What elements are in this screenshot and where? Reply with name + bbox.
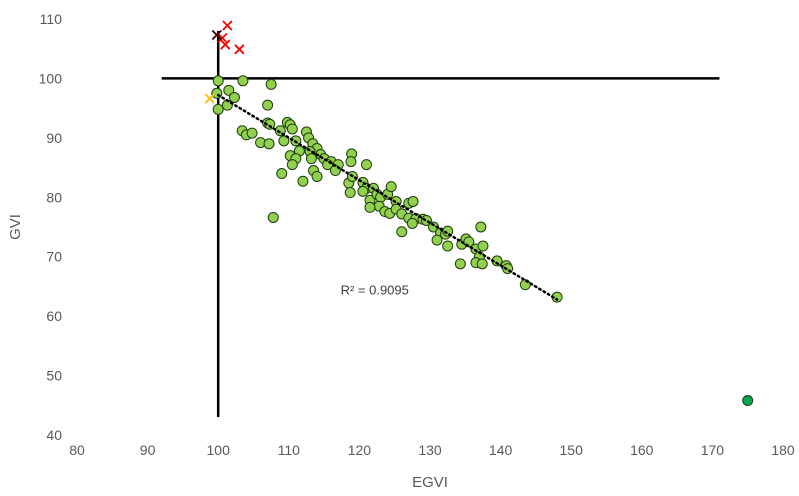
data-point xyxy=(265,78,277,90)
data-point xyxy=(407,195,419,207)
data-point xyxy=(286,159,298,171)
data-point xyxy=(212,103,224,115)
x-tick-label: 140 xyxy=(489,442,513,458)
x-tick-label: 130 xyxy=(418,442,442,458)
x-tick-label: 120 xyxy=(348,442,372,458)
x-marker-stroke xyxy=(217,32,228,44)
r-squared-label: R² = 0.9095 xyxy=(341,282,409,297)
reference-lines xyxy=(161,30,720,418)
y-tick-labels: 40 50 60 70 80 90 100 110 xyxy=(39,11,63,443)
trendline-group xyxy=(216,93,559,301)
data-point xyxy=(396,226,408,238)
data-point xyxy=(360,159,372,171)
data-point xyxy=(212,75,224,87)
data-point xyxy=(345,156,357,168)
trendline xyxy=(216,93,559,301)
data-point xyxy=(262,99,274,111)
y-tick-label: 100 xyxy=(39,70,63,86)
data-point xyxy=(357,185,369,197)
x-axis-title: EGVI xyxy=(412,474,448,491)
data-point xyxy=(286,123,298,135)
data-point xyxy=(297,175,309,187)
data-point-x-marker xyxy=(222,20,233,31)
x-tick-label: 170 xyxy=(701,442,725,458)
x-marker-stroke xyxy=(234,44,245,55)
data-point xyxy=(344,187,356,199)
y-tick-label: 70 xyxy=(46,249,62,265)
data-point xyxy=(267,211,279,223)
x-tick-label: 110 xyxy=(278,442,301,458)
data-point xyxy=(263,138,275,150)
x-tick-label: 100 xyxy=(207,442,231,458)
x-marker-stroke xyxy=(211,29,222,41)
data-point-x-marker xyxy=(234,44,245,55)
data-point-x-marker xyxy=(204,93,215,104)
x-marker-stroke xyxy=(204,93,215,104)
data-point xyxy=(431,234,443,246)
x-tick-label: 90 xyxy=(140,442,156,458)
data-point xyxy=(223,84,235,96)
data-point xyxy=(475,221,487,233)
data-point xyxy=(477,240,489,252)
data-point xyxy=(276,168,288,180)
y-tick-label: 110 xyxy=(40,11,63,27)
data-point xyxy=(246,127,258,139)
y-tick-label: 90 xyxy=(46,130,62,146)
x-marker-stroke xyxy=(220,39,231,50)
annotations: R² = 0.9095 xyxy=(341,282,409,297)
x-tick-label: 80 xyxy=(69,442,85,458)
data-point xyxy=(385,181,397,193)
y-tick-label: 60 xyxy=(46,308,62,324)
data-point xyxy=(305,153,317,165)
data-point-x-marker xyxy=(211,29,222,41)
data-point xyxy=(311,170,323,182)
data-point xyxy=(454,258,466,270)
x-tick-labels: 80 90 100 110 120 130 140 150 160 170 180 xyxy=(69,442,795,458)
data-point xyxy=(278,135,290,147)
data-point xyxy=(364,201,376,213)
x-tick-label: 160 xyxy=(630,442,654,458)
data-point-x-marker xyxy=(217,32,228,44)
data-point xyxy=(476,258,488,270)
data-point xyxy=(406,217,418,229)
data-point-x-marker xyxy=(220,39,231,50)
y-tick-label: 80 xyxy=(46,189,62,205)
data-point xyxy=(442,240,454,252)
x-tick-label: 150 xyxy=(560,442,584,458)
y-axis-title: GVI xyxy=(7,214,24,240)
data-point xyxy=(742,395,754,407)
data-point xyxy=(228,91,240,103)
y-tick-label: 40 xyxy=(46,427,62,443)
data-point xyxy=(237,75,249,87)
x-marker-stroke xyxy=(222,20,233,31)
y-tick-label: 50 xyxy=(46,368,62,384)
x-tick-label: 180 xyxy=(771,442,795,458)
